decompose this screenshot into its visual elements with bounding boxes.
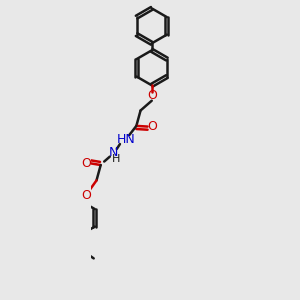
Text: O: O [81, 189, 91, 202]
Text: H: H [112, 154, 120, 164]
Text: O: O [147, 120, 157, 133]
Text: N: N [109, 146, 118, 159]
Text: O: O [147, 88, 157, 102]
Text: O: O [81, 157, 91, 170]
Text: HN: HN [116, 134, 135, 146]
